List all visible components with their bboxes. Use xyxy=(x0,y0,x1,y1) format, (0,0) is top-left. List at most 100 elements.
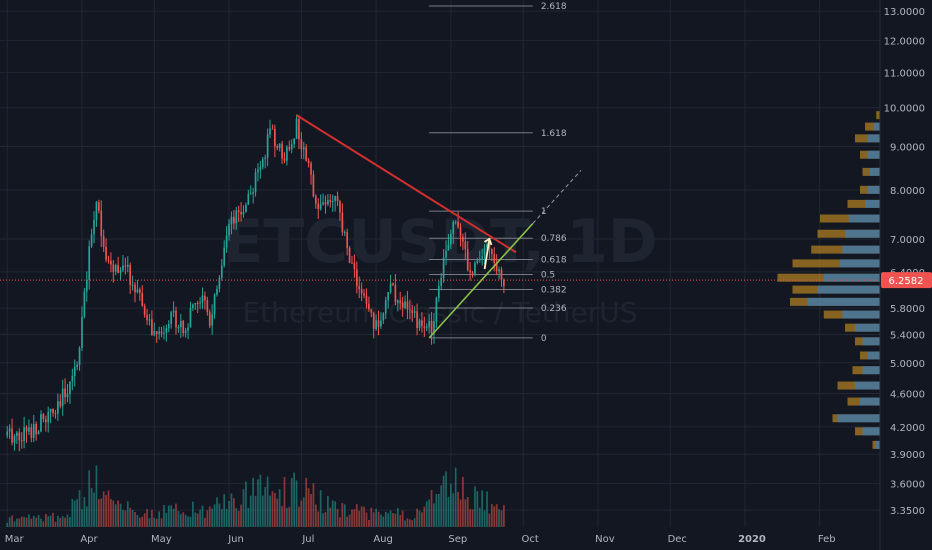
candle-body xyxy=(416,311,418,328)
candle-body xyxy=(411,310,414,313)
candle-body xyxy=(324,202,327,205)
candle-body xyxy=(478,258,481,261)
volume-bar xyxy=(269,495,271,527)
candle-body xyxy=(471,272,474,274)
volume-bar xyxy=(102,491,105,527)
candle-body xyxy=(35,423,38,435)
candle-body xyxy=(293,138,295,145)
candle-body xyxy=(312,174,315,197)
volume-bar xyxy=(392,513,394,527)
candle-body xyxy=(430,321,433,334)
volume-bar xyxy=(131,509,134,527)
volume-bar xyxy=(167,505,170,527)
candle-body xyxy=(269,128,271,135)
candle-body xyxy=(401,302,404,308)
volume-bar xyxy=(225,509,228,527)
candle-body xyxy=(257,169,259,173)
trendlines[interactable] xyxy=(296,114,582,339)
volume-bar xyxy=(440,485,443,527)
volume-bar xyxy=(177,511,180,527)
profile-bar-down xyxy=(867,134,880,143)
volume-bar xyxy=(61,516,64,527)
candle-body xyxy=(418,320,421,328)
volume-bar xyxy=(264,487,267,527)
candle-body xyxy=(483,247,486,257)
candle-body xyxy=(85,279,88,292)
volume-bar xyxy=(134,512,136,527)
x-tick-label: Sep xyxy=(448,534,467,545)
candle-body xyxy=(409,309,411,311)
candle-body xyxy=(300,139,303,150)
resistance-trendline xyxy=(296,114,517,254)
candle-body xyxy=(194,302,197,305)
volume-bar xyxy=(216,497,218,527)
x-tick-label: Aug xyxy=(373,534,393,545)
candle-body xyxy=(223,247,226,266)
volume-bar xyxy=(324,512,327,527)
candle-body xyxy=(327,200,329,205)
volume-bar xyxy=(254,495,257,527)
time-axis[interactable]: Mar Apr May Jun Jul Aug Sep Oct Nov Dec 2020 Feb xyxy=(5,534,836,545)
volume-bar xyxy=(462,476,464,527)
candle-body xyxy=(182,320,185,334)
candle-body xyxy=(88,246,91,280)
candle-body xyxy=(160,331,163,334)
profile-bar-down xyxy=(862,366,880,375)
profile-bar-down xyxy=(837,414,880,423)
candle-body xyxy=(283,158,286,161)
profile-bar-down xyxy=(867,351,880,360)
candle-body xyxy=(163,332,165,334)
volume-bar xyxy=(425,501,428,527)
candle-body xyxy=(252,192,254,194)
volume-bar xyxy=(98,499,100,527)
candle-body xyxy=(360,289,363,294)
candle-body xyxy=(413,311,416,313)
candle-body xyxy=(481,256,484,259)
candle-body xyxy=(339,201,341,213)
candle-body xyxy=(389,283,392,293)
volume-bar xyxy=(28,514,30,527)
current-price-label: 6.2582 xyxy=(889,276,924,287)
candle-body xyxy=(20,440,23,442)
y-tick-label: 7.0000 xyxy=(890,235,925,246)
volume-bar xyxy=(119,503,122,527)
candle-body xyxy=(28,427,30,432)
volume-bar xyxy=(471,509,474,527)
volume-bar xyxy=(339,517,341,527)
candle-body xyxy=(271,128,274,130)
candle-body xyxy=(6,431,9,436)
volume-bar xyxy=(300,500,303,527)
volume-bar xyxy=(495,504,498,527)
volume-bar xyxy=(331,500,334,527)
volume-bar xyxy=(276,498,279,527)
candle-body xyxy=(235,210,238,224)
volume-bar xyxy=(488,513,491,527)
volume-bar xyxy=(266,476,269,527)
candle-body xyxy=(488,244,491,250)
candle-body xyxy=(175,310,177,328)
candle-body xyxy=(336,196,339,202)
volume-bar xyxy=(358,510,361,527)
candle-body xyxy=(433,321,435,334)
candle-body xyxy=(61,388,64,407)
candle-body xyxy=(399,300,402,303)
candle-body xyxy=(423,326,426,328)
candle-body xyxy=(30,427,33,438)
volume-bar xyxy=(32,515,35,527)
volume-bar xyxy=(165,512,168,527)
candle-body xyxy=(165,328,168,333)
volume-bar xyxy=(143,513,146,527)
candle-body xyxy=(329,200,332,202)
volume-bar xyxy=(483,510,486,527)
volume-bar xyxy=(319,490,322,527)
candle-body xyxy=(266,134,269,158)
candle-body xyxy=(158,331,160,334)
volume-bar xyxy=(476,491,479,527)
candle-body xyxy=(76,364,78,368)
candle-body xyxy=(394,284,397,303)
candle-body xyxy=(447,244,450,251)
candle-body xyxy=(204,295,206,301)
volume-bar xyxy=(375,508,377,527)
profile-bar-down xyxy=(840,259,880,268)
